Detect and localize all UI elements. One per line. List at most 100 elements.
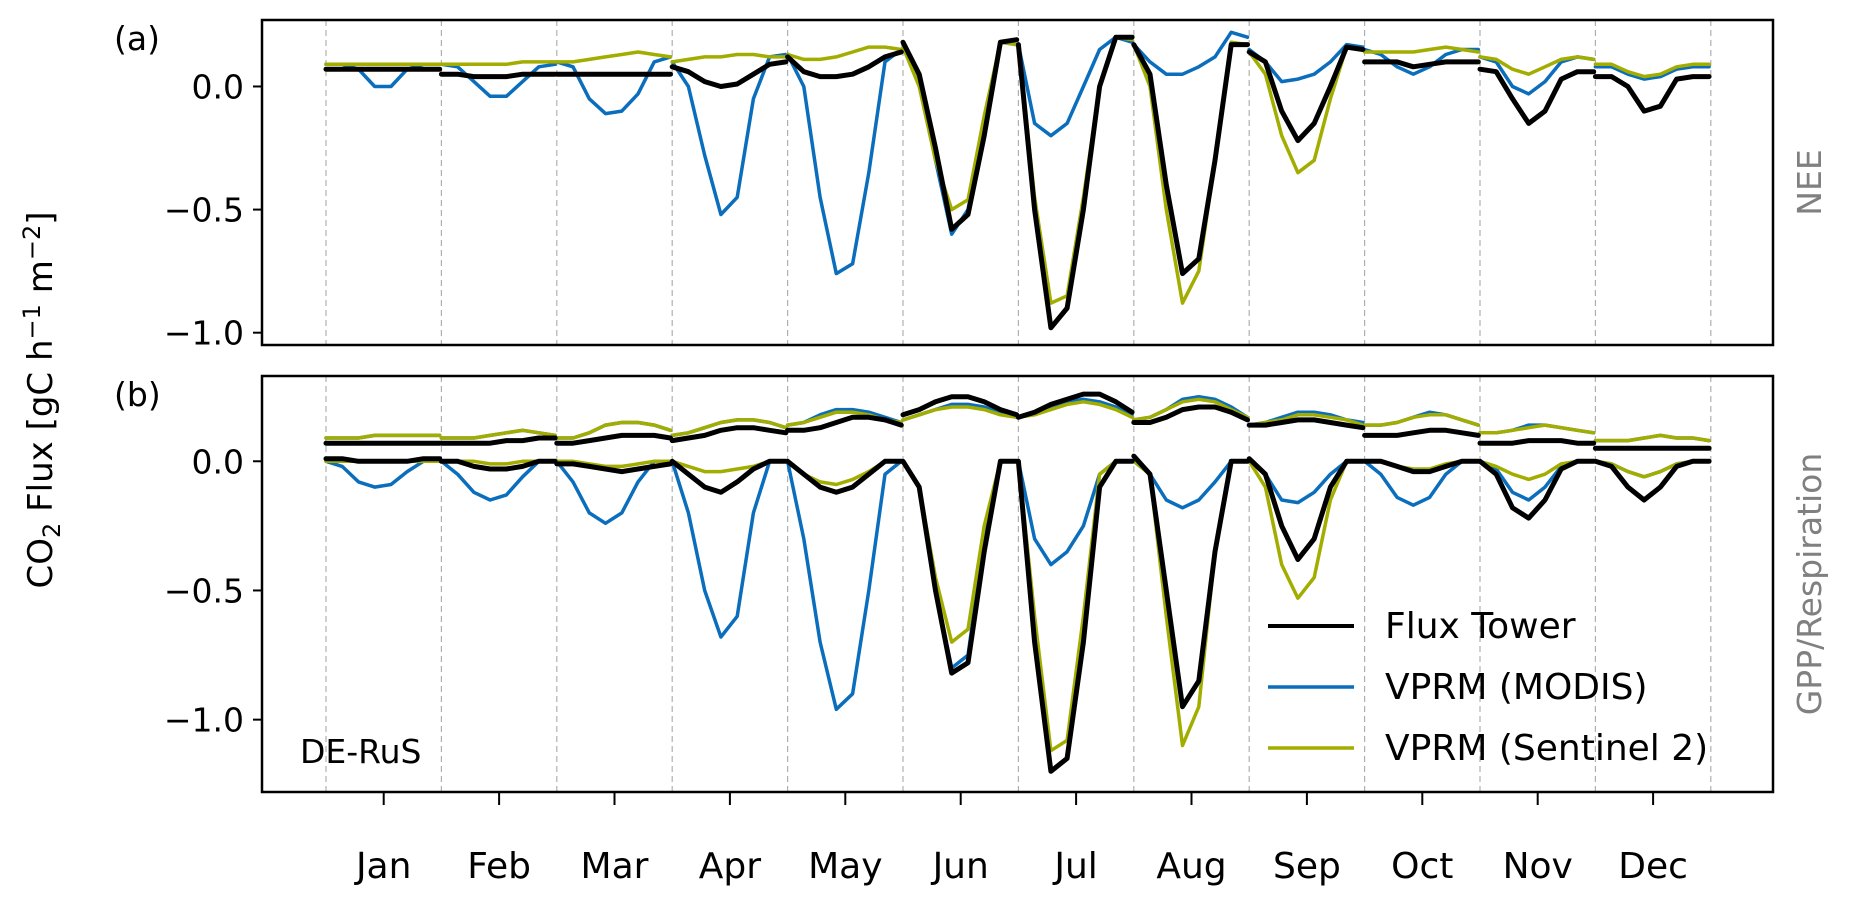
series-line-flux-tower-gpp-oct <box>1362 458 1481 475</box>
x-tick-label-jul: Jul <box>1052 846 1097 887</box>
legend-label-2: VPRM (Sentinel 2) <box>1385 728 1708 769</box>
series-line-flux-tower-gpp-jun <box>900 458 1020 676</box>
series-line-vprm-modis-gpp-apr <box>670 459 788 639</box>
series-line-vprm-modis-nee-jul <box>1016 35 1134 138</box>
series-line-flux-tower-resp-feb <box>438 435 558 446</box>
series-line-flux-tower-resp-aug <box>1131 404 1250 425</box>
series-line-flux-tower-gpp-nov <box>1477 458 1597 521</box>
series-line-flux-tower-nee-sep <box>1246 44 1366 144</box>
y-tick-label-0: 0.0 <box>192 442 244 481</box>
x-tick-label-nov: Nov <box>1503 846 1573 887</box>
series-line-vprm-sentinel2-resp-jul <box>1016 400 1134 420</box>
legend-label-1: VPRM (MODIS) <box>1385 667 1648 708</box>
series-line-flux-tower-nee-nov <box>1477 66 1597 126</box>
panel-a-nee: 0.0 −0.5 −1.0 (a) NEE <box>114 18 1829 353</box>
series-line-vprm-modis-gpp-jan <box>324 459 442 489</box>
x-tick-label-jun: Jun <box>931 846 989 887</box>
series-line-flux-tower-gpp-dec <box>1592 458 1712 503</box>
legend-label-0: Flux Tower <box>1385 606 1576 647</box>
side-label: NEE <box>1790 149 1829 215</box>
y-axis-label-sub: 2 <box>38 523 66 538</box>
x-tick-label-feb: Feb <box>467 846 531 887</box>
panel-label: (b) <box>114 375 161 414</box>
series-line-flux-tower-resp-mar <box>554 432 673 446</box>
series-line-flux-tower-resp-jul <box>1015 391 1135 420</box>
y-tick-label-0: 0.0 <box>192 67 244 106</box>
series-line-vprm-sentinel2-resp-mar <box>555 420 673 440</box>
y-axis-label-mid: m <box>21 260 61 304</box>
series-line-vprm-sentinel2-nee-apr <box>670 52 788 64</box>
x-tick-label-may: May <box>808 846 882 887</box>
series-line-vprm-modis-nee-aug <box>1132 30 1250 76</box>
series-line-vprm-modis-nee-feb <box>439 62 557 99</box>
series-line-vprm-modis-nee-dec <box>1593 65 1711 81</box>
y-axis-label-exp1: −1 <box>18 304 46 339</box>
series-line-vprm-sentinel2-nee-nov <box>1478 55 1596 76</box>
series-line-vprm-sentinel2-resp-oct <box>1362 413 1481 427</box>
x-tick-label-sep: Sep <box>1273 846 1341 887</box>
series-line-vprm-sentinel2-resp-apr <box>670 418 788 438</box>
series-line-flux-tower-nee-dec <box>1592 74 1712 114</box>
panel-frame <box>260 18 1775 347</box>
series-line-vprm-modis-nee-mar <box>555 55 673 116</box>
series-line-vprm-sentinel2-nee-may <box>785 45 904 62</box>
series-line-flux-tower-gpp-mar <box>554 461 673 475</box>
y-tick-label-2: −1.0 <box>164 314 244 353</box>
series-line-vprm-sentinel2-resp-aug <box>1132 397 1250 422</box>
y-tick-label-1: −0.5 <box>164 571 244 610</box>
series-line-flux-tower-gpp-feb <box>438 458 558 472</box>
legend: Flux Tower VPRM (MODIS) VPRM (Sentinel 2) <box>1268 606 1708 769</box>
y-axis-label-co: CO <box>21 538 61 589</box>
series-line-flux-tower-gpp-jul <box>1015 458 1135 774</box>
series-line-flux-tower-nee-oct <box>1362 59 1481 70</box>
series-line-vprm-sentinel2-resp-jun <box>901 405 1019 422</box>
series-line-vprm-sentinel2-nee-dec <box>1593 62 1711 79</box>
x-tick-label-jan: Jan <box>354 846 412 887</box>
x-tick-label-aug: Aug <box>1156 846 1226 887</box>
series-line-vprm-modis-gpp-may <box>785 459 904 712</box>
series-line-flux-tower-nee-jun <box>900 37 1020 232</box>
series-line-flux-tower-nee-jul <box>1015 34 1135 331</box>
x-tick-label-apr: Apr <box>699 846 761 887</box>
month-axis: Jan Feb Mar Apr May Jun Jul Aug Sep Oct Nov Dec <box>354 792 1688 887</box>
x-tick-label-dec: Dec <box>1618 846 1688 887</box>
series-line-vprm-sentinel2-nee-feb <box>439 60 557 67</box>
series-line-vprm-sentinel2-resp-feb <box>439 428 557 440</box>
panel-b-gpp-respiration: 0.0 −0.5 −1.0 (b) GPP/Respiration <box>114 374 1829 794</box>
series-line-vprm-modis-nee-apr <box>670 52 788 217</box>
y-tick-label-2: −1.0 <box>164 701 244 740</box>
series-line-vprm-sentinel2-nee-oct <box>1362 45 1481 54</box>
series-line-vprm-sentinel2-nee-jun <box>901 40 1019 212</box>
series-line-flux-tower-gpp-may <box>785 458 904 495</box>
y-tick-label-1: −0.5 <box>164 191 244 230</box>
site-label: DE-RuS <box>300 732 421 771</box>
series-line-flux-tower-gpp-sep <box>1246 456 1366 562</box>
series-line-vprm-sentinel2-resp-nov <box>1478 423 1596 435</box>
series-line-vprm-sentinel2-resp-sep <box>1247 413 1365 427</box>
series-line-flux-tower-gpp-jan <box>323 456 443 464</box>
panel-label: (a) <box>114 19 160 58</box>
series-line-flux-tower-nee-feb <box>438 71 558 80</box>
series-line-flux-tower-nee-may <box>785 49 904 80</box>
series-line-vprm-sentinel2-gpp-mar <box>555 459 673 469</box>
y-axis-label-units: Flux [gC h <box>21 339 61 522</box>
series-line-flux-tower-resp-may <box>785 414 904 433</box>
series-line-vprm-modis-nee-may <box>785 47 904 276</box>
series-line-flux-tower-gpp-aug <box>1131 453 1250 710</box>
series-line-flux-tower-resp-sep <box>1246 417 1366 431</box>
y-axis-label-exp2: −2 <box>18 225 46 260</box>
y-axis-label: CO2 Flux [gC h−1 m−2] <box>18 211 66 588</box>
series-line-vprm-sentinel2-nee-mar <box>555 50 673 64</box>
series-line-flux-tower-resp-apr <box>669 425 789 444</box>
x-tick-label-mar: Mar <box>581 846 649 887</box>
x-tick-label-oct: Oct <box>1391 846 1453 887</box>
series-line-flux-tower-nee-apr <box>669 59 789 89</box>
panel-frame <box>260 374 1775 794</box>
series-line-vprm-sentinel2-resp-dec <box>1593 433 1711 443</box>
y-axis-label-end: ] <box>21 211 61 224</box>
series-line-flux-tower-resp-jun <box>900 394 1020 418</box>
series-line-vprm-sentinel2-resp-jan <box>324 433 442 440</box>
series-line-flux-tower-resp-nov <box>1477 438 1597 446</box>
series-line-flux-tower-gpp-apr <box>669 458 789 495</box>
